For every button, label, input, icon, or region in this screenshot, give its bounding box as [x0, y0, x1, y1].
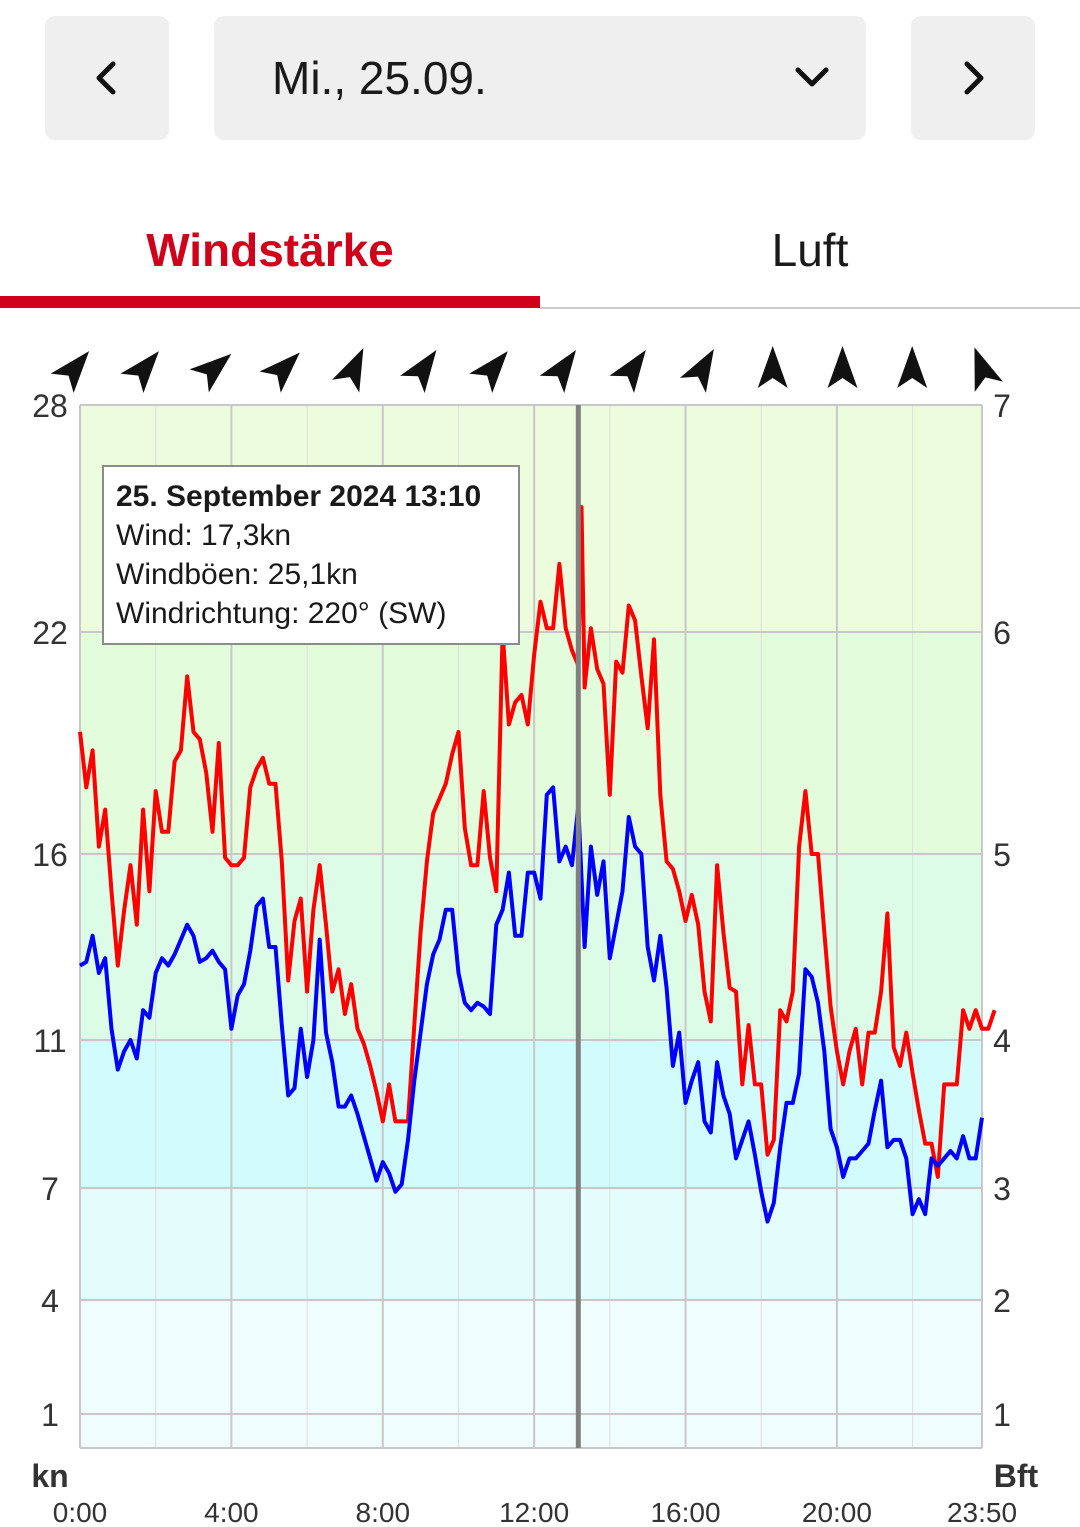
- x-tick-label: 23:50: [947, 1497, 1017, 1527]
- arrow-icon: [827, 346, 858, 388]
- arrow-icon: [120, 351, 159, 393]
- band-2: [80, 1040, 982, 1188]
- y-right-tick-label: 2: [993, 1283, 1011, 1319]
- tab-luft[interactable]: Luft: [771, 224, 849, 276]
- arrow-icon: [400, 349, 437, 393]
- chevron-right-icon: [964, 61, 984, 95]
- band-3: [80, 854, 982, 1040]
- arrow-icon: [50, 351, 90, 393]
- chevron-down-icon: [795, 67, 829, 87]
- arrow-icon: [539, 349, 577, 393]
- arrow-icon: [679, 348, 714, 393]
- x-tick-label: 4:00: [204, 1497, 259, 1527]
- arrow-shape: [609, 349, 646, 393]
- y-right-tick-label: 3: [993, 1171, 1011, 1207]
- next-day-button[interactable]: [911, 16, 1035, 140]
- tab-divider: [540, 307, 1080, 309]
- arrow-shape: [469, 351, 508, 393]
- y-left-tick-label: 28: [32, 388, 68, 424]
- band-1: [80, 1188, 982, 1300]
- arrow-icon: [469, 351, 508, 393]
- y-axis-labels: 1 14 27 311 416 522 628 7: [32, 388, 1011, 1433]
- arrow-icon: [757, 346, 788, 388]
- y-left-tick-label: 7: [41, 1171, 59, 1207]
- band-0: [80, 1300, 982, 1448]
- active-tab-indicator: [0, 296, 540, 308]
- x-tick-label: 16:00: [650, 1497, 720, 1527]
- arrow-icon: [332, 348, 364, 393]
- arrow-icon: [609, 349, 646, 393]
- gust-series-line: [78, 505, 997, 1179]
- arrow-shape: [50, 351, 90, 393]
- arrow-shape: [974, 347, 1003, 392]
- wind-direction-arrows: [50, 346, 1003, 393]
- tab-windstaerke[interactable]: Windstärke: [146, 224, 394, 276]
- wind-series-line: [78, 785, 984, 1224]
- arrow-shape: [827, 346, 858, 388]
- arrow-shape: [189, 353, 232, 393]
- y-right-tick-label: 6: [993, 615, 1011, 651]
- horizontal-gridlines: [80, 404, 982, 1449]
- y-left-tick-label: 1: [41, 1397, 59, 1433]
- y-right-unit: Bft: [994, 1458, 1039, 1494]
- series-lines: [78, 505, 997, 1224]
- arrow-shape: [120, 351, 159, 393]
- arrow-shape: [259, 352, 300, 393]
- y-left-tick-label: 16: [32, 837, 68, 873]
- arrow-shape: [400, 349, 437, 393]
- date-select[interactable]: Mi., 25.09.: [214, 16, 866, 140]
- tab-bar: Windstärke Luft: [0, 200, 1080, 310]
- y-right-tick-label: 5: [993, 837, 1011, 873]
- arrow-shape: [757, 346, 788, 388]
- selected-date: Mi., 25.09.: [272, 52, 487, 104]
- y-left-unit: kn: [31, 1458, 68, 1494]
- tooltip-direction: Windrichtung: 220° (SW): [116, 597, 447, 630]
- arrow-icon: [897, 346, 928, 388]
- y-right-tick-label: 7: [993, 388, 1011, 424]
- y-left-tick-label: 4: [41, 1283, 59, 1319]
- wind-chart[interactable]: 1 14 27 311 416 522 628 7 0:00 4:00 8:00 12:00 16:0…: [0, 330, 1080, 1527]
- chart-tooltip: 25. September 2024 13:10 Wind: 17,3kn Wi…: [102, 465, 520, 645]
- date-navigation: Mi., 25.09.: [0, 0, 1080, 160]
- arrow-shape: [539, 349, 577, 393]
- y-left-tick-label: 11: [33, 1023, 66, 1059]
- x-tick-label: 0:00: [53, 1497, 108, 1527]
- tooltip-gusts: Windböen: 25,1kn: [116, 558, 358, 591]
- y-right-tick-label: 1: [993, 1397, 1011, 1433]
- previous-day-button[interactable]: [45, 16, 169, 140]
- arrow-icon: [974, 347, 1003, 392]
- x-axis-labels: 0:00 4:00 8:00 12:00 16:00 20:00 23:50: [53, 1497, 1017, 1527]
- band-4: [80, 632, 982, 854]
- chevron-left-icon: [96, 61, 116, 95]
- y-left-tick-label: 22: [32, 615, 68, 651]
- arrow-icon: [189, 353, 232, 393]
- arrow-shape: [332, 348, 364, 393]
- arrow-shape: [897, 346, 928, 388]
- x-tick-label: 12:00: [499, 1497, 569, 1527]
- beaufort-bands: [80, 405, 982, 1448]
- tooltip-title: 25. September 2024 13:10: [116, 480, 482, 513]
- x-tick-label: 20:00: [802, 1497, 872, 1527]
- tooltip-wind: Wind: 17,3kn: [116, 519, 292, 552]
- x-tick-label: 8:00: [356, 1497, 411, 1527]
- y-right-tick-label: 4: [993, 1023, 1011, 1059]
- arrow-icon: [259, 352, 300, 393]
- arrow-shape: [679, 348, 714, 393]
